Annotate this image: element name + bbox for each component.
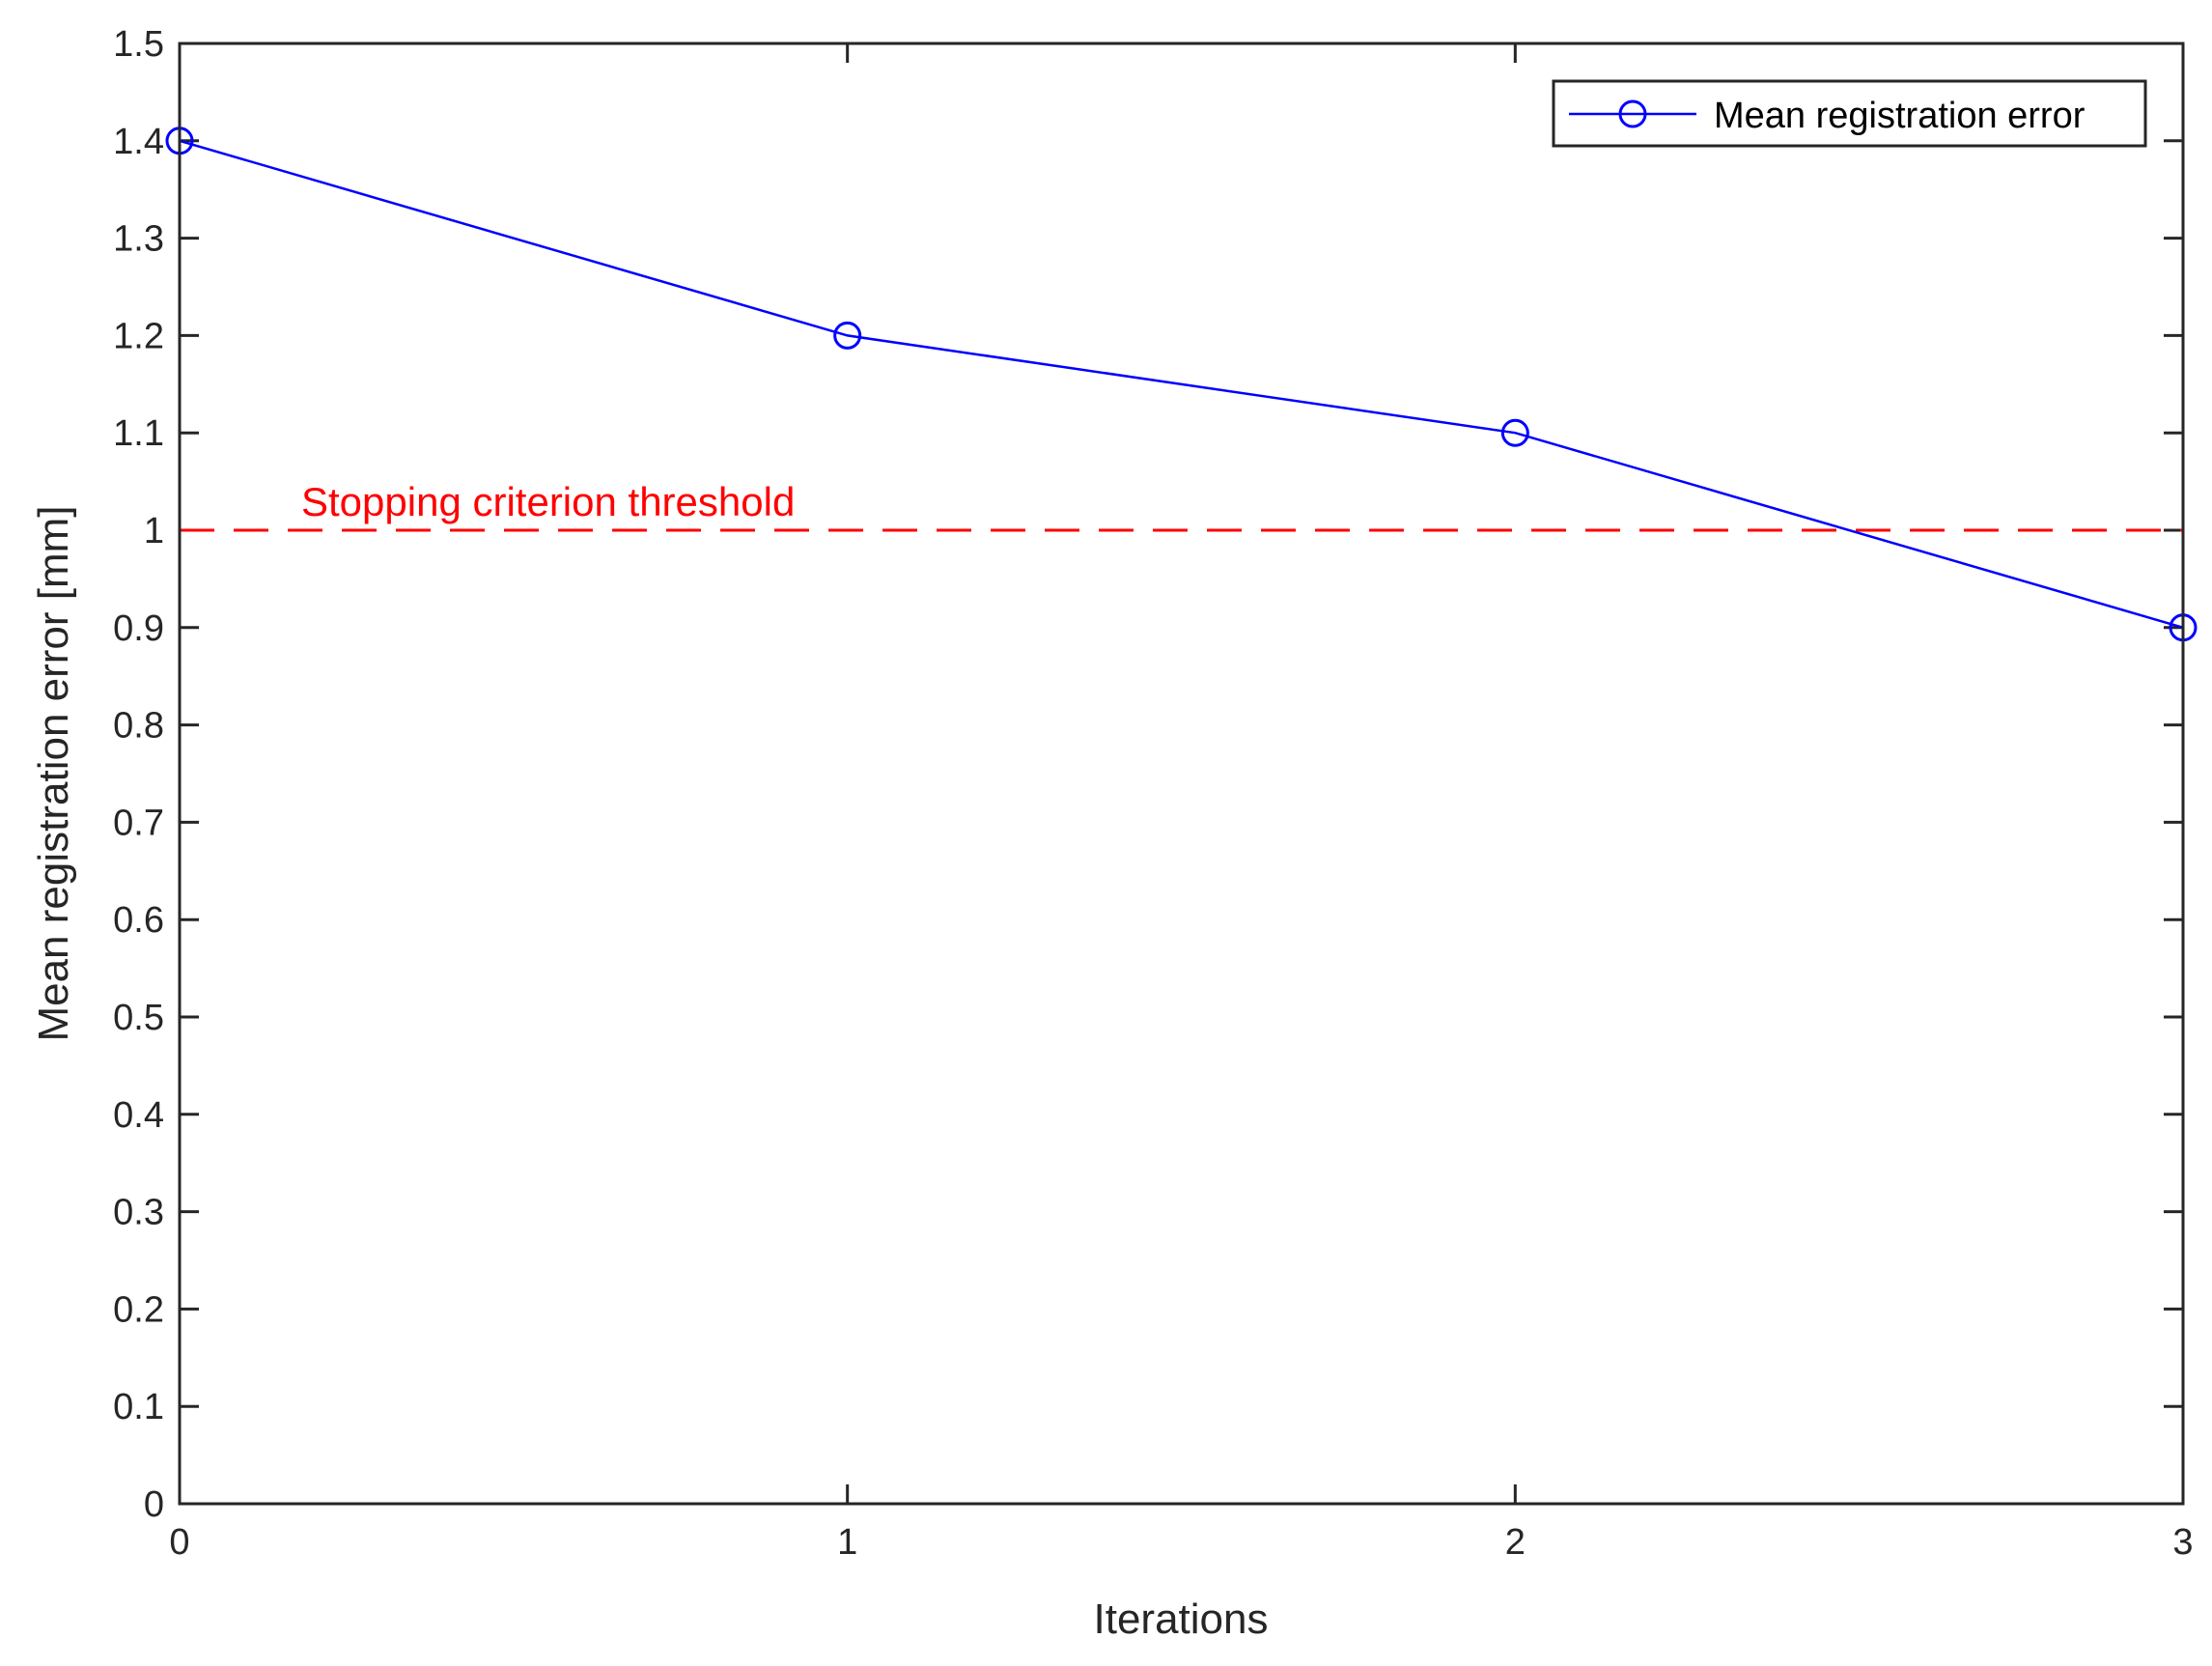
series-line-0: [179, 139, 2184, 630]
x-tick-label-1: 1: [837, 1522, 857, 1563]
data-point-0-1: [833, 321, 862, 350]
y-tick-label-3: 0.3: [113, 1193, 164, 1233]
legend-marker-swatch: [1618, 99, 1647, 128]
y-tick-label-6: 0.6: [113, 900, 164, 941]
reference-line-label-0: Stopping criterion threshold: [301, 479, 795, 524]
y-tick-label-8: 0.8: [113, 706, 164, 747]
y-tick-label-9: 0.9: [113, 608, 164, 649]
y-tick-label-5: 0.5: [113, 998, 164, 1038]
plot-background: [180, 43, 2183, 1504]
x-tick-label-0: 0: [169, 1522, 189, 1563]
x-tick-label-3: 3: [2172, 1522, 2193, 1563]
y-tick-label-4: 0.4: [113, 1095, 164, 1136]
y-tick-label-1: 0.1: [113, 1387, 164, 1427]
y-tick-label-2: 0.2: [113, 1289, 164, 1330]
y-tick-label-11: 1.1: [113, 413, 164, 454]
y-tick-label-0: 0: [144, 1484, 164, 1525]
x-tick-label-2: 2: [1505, 1522, 1526, 1563]
y-axis-title: Mean registration error [mm]: [30, 505, 77, 1041]
legend-entry-label: Mean registration error: [1714, 96, 2086, 136]
y-tick-label-7: 0.7: [113, 803, 164, 843]
x-axis-title: Iterations: [1094, 1595, 1269, 1643]
legend: Mean registration error: [1552, 79, 2147, 148]
y-tick-label-15: 1.5: [113, 24, 164, 65]
y-tick-label-13: 1.3: [113, 219, 164, 260]
reference-lines: Stopping criterion threshold: [180, 479, 2183, 532]
y-tick-label-12: 1.2: [113, 316, 164, 356]
axis-tick-labels: 0 0.1 0.2 0.3 0.4 0.5 0.6 0.7 0.8 0.9 1 1.1 1.2 1.3 1.…: [113, 24, 2193, 1563]
data-point-0-2: [1500, 418, 1529, 447]
y-tick-label-10: 1: [144, 511, 164, 551]
y-tick-label-14: 1.4: [113, 122, 164, 162]
plot-frame: [178, 42, 2185, 1506]
